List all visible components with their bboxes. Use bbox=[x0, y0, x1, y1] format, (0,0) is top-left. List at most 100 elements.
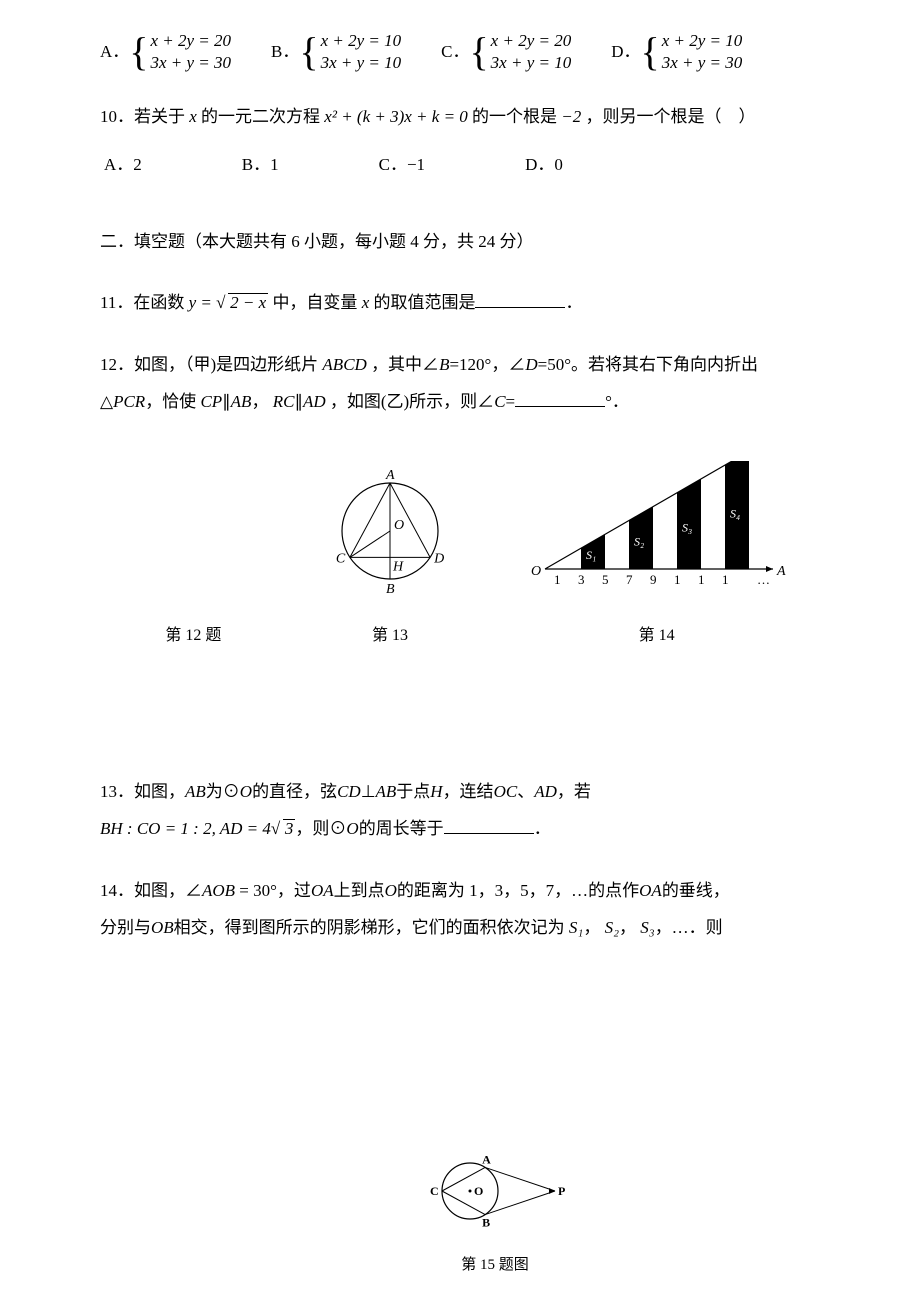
svg-text:A: A bbox=[776, 564, 786, 579]
svg-text:3: 3 bbox=[578, 572, 585, 587]
triangle-diagram: S₁S₂S₃S₄13579111…OAB bbox=[527, 461, 787, 601]
variable: CP bbox=[200, 392, 222, 411]
figure-caption: 第 14 bbox=[527, 618, 787, 653]
text: ， bbox=[619, 918, 636, 937]
figure-row: 第 12 题 ABCDOH 第 13 S₁S₂S₃S₄13579111…OAB … bbox=[100, 461, 820, 653]
text: ， bbox=[583, 918, 600, 937]
option-label: B． bbox=[271, 33, 299, 70]
svg-text:A: A bbox=[385, 468, 395, 483]
option-d: D．0 bbox=[525, 146, 563, 183]
q12: 12．如图，（甲)是四边形纸片 ABCD ，其中∠B=120°，∠D=50°。若… bbox=[100, 346, 820, 421]
variable: x bbox=[362, 293, 370, 312]
value: −2 bbox=[561, 107, 581, 126]
variable: O bbox=[346, 819, 358, 838]
variable: OA bbox=[311, 881, 334, 900]
q9-option-b: B． { x + 2y = 10 3x + y = 10 bbox=[271, 30, 401, 74]
variable: H bbox=[430, 782, 442, 801]
perpendicular-icon: ⊥ bbox=[361, 782, 376, 801]
text: 于点 bbox=[396, 782, 430, 801]
text: 10．若关于 bbox=[100, 107, 185, 126]
svg-text:O: O bbox=[531, 564, 541, 579]
equation-system: x + 2y = 20 3x + y = 10 bbox=[491, 30, 572, 74]
page: A． { x + 2y = 20 3x + y = 30 B． { x + 2y… bbox=[0, 0, 920, 1302]
text: 为⊙ bbox=[206, 782, 240, 801]
parallel-icon: ∥ bbox=[294, 392, 303, 411]
option-label: C． bbox=[441, 33, 469, 70]
text: △ bbox=[100, 392, 113, 411]
svg-text:…: … bbox=[757, 572, 770, 587]
brace-icon: { bbox=[299, 32, 318, 72]
parallel-icon: ∥ bbox=[222, 392, 231, 411]
q11: 11．在函数 y = 2 − x 中，自变量 x 的取值范围是． bbox=[100, 284, 820, 321]
variable: AB bbox=[185, 782, 206, 801]
radicand: 3 bbox=[283, 819, 296, 837]
variable: D bbox=[525, 355, 537, 374]
blank-field bbox=[515, 389, 605, 407]
text: 的距离为 1，3，5，7，…的点作 bbox=[397, 881, 639, 900]
sqrt-icon: 2 − x bbox=[216, 284, 268, 321]
blank-field bbox=[475, 290, 565, 308]
text: ，如图(乙)所示，则∠ bbox=[330, 392, 494, 411]
equation-system: x + 2y = 10 3x + y = 30 bbox=[662, 30, 743, 74]
section-2-header: 二．填空题（本大题共有 6 小题，每小题 4 分，共 24 分） bbox=[100, 223, 820, 260]
text: 14．如图，∠ bbox=[100, 881, 202, 900]
q13: 13．如图，AB为⊙O的直径，弦CD⊥AB于点H，连结OC、AD，若 BH : … bbox=[100, 773, 820, 848]
tangent-diagram: ABCOP bbox=[420, 1146, 570, 1236]
svg-text:5: 5 bbox=[602, 572, 609, 587]
q9-option-d: D． { x + 2y = 10 3x + y = 30 bbox=[611, 30, 742, 74]
variable: CD bbox=[337, 782, 361, 801]
text: 相交，得到图所示的阴影梯形，它们的面积依次记为 bbox=[174, 918, 565, 937]
text: 13．如图， bbox=[100, 782, 185, 801]
svg-text:C: C bbox=[336, 551, 346, 566]
q9-option-c: C． { x + 2y = 20 3x + y = 10 bbox=[441, 30, 571, 74]
svg-text:B: B bbox=[386, 582, 395, 597]
equation: x + 2y = 10 bbox=[321, 30, 402, 52]
brace-icon: { bbox=[469, 32, 488, 72]
svg-text:1: 1 bbox=[554, 572, 561, 587]
text: 的周长等于 bbox=[359, 819, 444, 838]
equation: y = bbox=[189, 293, 217, 312]
equation: x + 2y = 20 bbox=[150, 30, 231, 52]
svg-text:S₄: S₄ bbox=[730, 506, 740, 520]
variable: RC bbox=[273, 392, 295, 411]
figure-12-placeholder: 第 12 题 bbox=[133, 504, 253, 653]
svg-text:1: 1 bbox=[698, 572, 705, 587]
variable: AD bbox=[303, 392, 326, 411]
svg-text:S₁: S₁ bbox=[586, 548, 596, 562]
svg-text:C: C bbox=[430, 1184, 439, 1198]
sqrt-icon: 3 bbox=[271, 810, 296, 847]
variable: ABCD bbox=[322, 355, 366, 374]
svg-text:O: O bbox=[474, 1184, 483, 1198]
brace-icon: { bbox=[129, 32, 148, 72]
equation-system: x + 2y = 10 3x + y = 10 bbox=[321, 30, 402, 74]
blank-field bbox=[444, 816, 534, 834]
figure-caption: 第 13 bbox=[320, 618, 460, 653]
figure-14: S₁S₂S₃S₄13579111…OAB 第 14 bbox=[527, 461, 787, 653]
equation: x + 2y = 20 bbox=[491, 30, 572, 52]
text: 、 bbox=[517, 782, 534, 801]
variable: O bbox=[385, 881, 397, 900]
text: 分别与 bbox=[100, 918, 151, 937]
variable: AB bbox=[231, 392, 252, 411]
equation-system: x + 2y = 20 3x + y = 30 bbox=[150, 30, 231, 74]
variable: OB bbox=[151, 918, 174, 937]
svg-text:S₃: S₃ bbox=[682, 520, 692, 534]
variable: x bbox=[189, 107, 197, 126]
text: 的直径，弦 bbox=[252, 782, 337, 801]
svg-text:H: H bbox=[392, 559, 404, 574]
variable: S₃ bbox=[640, 918, 654, 937]
variable: OC bbox=[494, 782, 518, 801]
svg-text:S₂: S₂ bbox=[634, 534, 644, 548]
option-label: A． bbox=[100, 33, 129, 70]
text: 11．在函数 bbox=[100, 293, 184, 312]
equation: 3x + y = 10 bbox=[491, 52, 572, 74]
equation: x² + (k + 3)x + k = 0 bbox=[324, 107, 468, 126]
variable: C bbox=[494, 392, 505, 411]
text: ，则另一个根是（ ） bbox=[586, 107, 756, 126]
variable: O bbox=[240, 782, 252, 801]
svg-text:P: P bbox=[558, 1184, 565, 1198]
text: ． bbox=[534, 819, 551, 838]
text: ，连结 bbox=[443, 782, 494, 801]
q9-option-a: A． { x + 2y = 20 3x + y = 30 bbox=[100, 30, 231, 74]
svg-text:1: 1 bbox=[722, 572, 729, 587]
